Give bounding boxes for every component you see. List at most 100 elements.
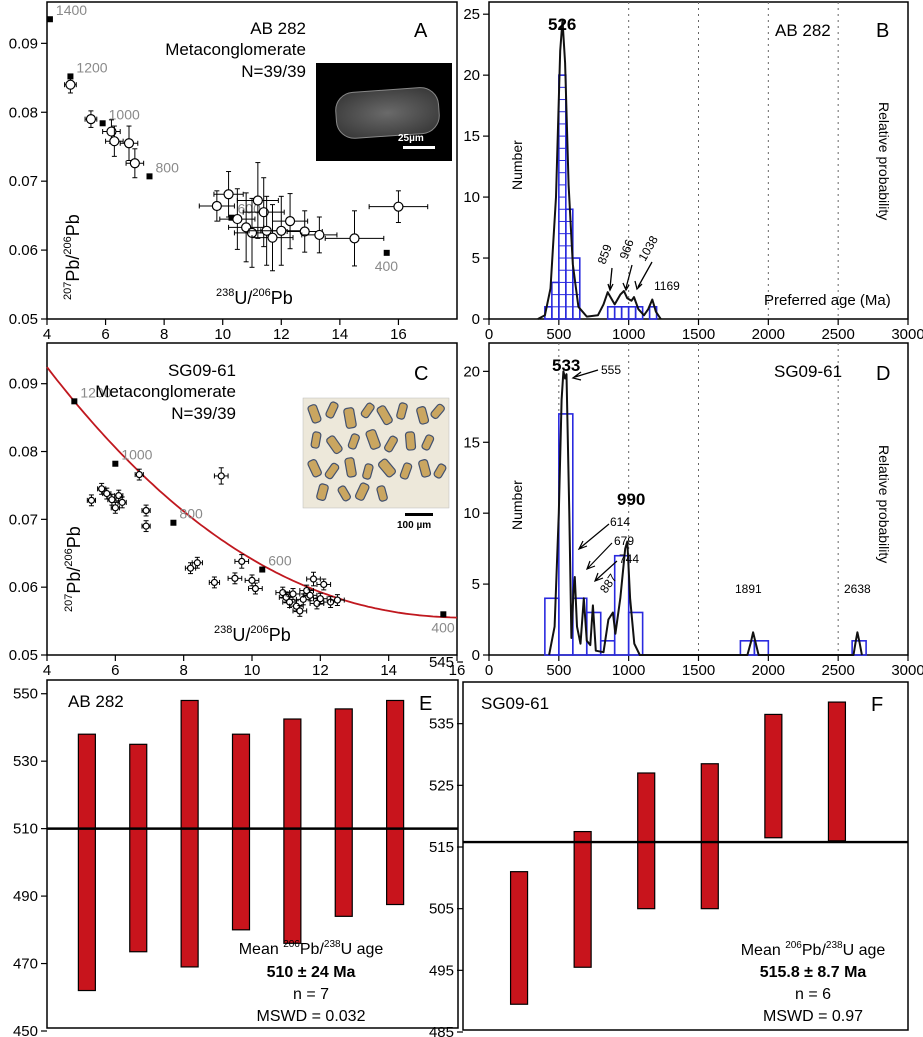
histogram-bar — [544, 597, 560, 656]
panel-d-peak-679: 679 — [614, 534, 634, 548]
data-point — [184, 562, 197, 575]
data-point — [236, 162, 279, 239]
panel-a-letter: A — [414, 20, 428, 42]
data-point-marker — [231, 574, 239, 582]
data-point-marker — [316, 595, 324, 603]
y-tick-label: 0.07 — [9, 511, 38, 528]
data-point — [242, 177, 285, 248]
panel-d-peak-990: 990 — [617, 490, 645, 509]
panel-f-sample: SG09-61 — [481, 694, 549, 713]
y-tick-label: 0.05 — [9, 647, 38, 664]
data-point — [105, 125, 124, 157]
data-point-marker — [320, 580, 328, 589]
data-point-marker — [276, 225, 287, 236]
y-tick-label: 0.05 — [9, 311, 38, 328]
panel-c-rock: Metaconglomerate — [95, 382, 236, 401]
data-point — [208, 576, 221, 589]
data-point — [251, 204, 294, 272]
panel-c-sample: SG09-61 — [168, 361, 236, 380]
y-tick-label: 0 — [472, 647, 480, 664]
panel-a-cl-image: 25µm — [316, 63, 452, 161]
panel-a-count: N=39/39 — [241, 62, 306, 81]
data-point-marker — [349, 233, 360, 244]
panel-b-xlabel: Preferred age (Ma) — [764, 292, 891, 309]
panel-a-ylabel: 207Pb/206Pb — [62, 214, 83, 300]
panel-d-peak-614: 614 — [610, 515, 630, 529]
data-point-marker — [314, 229, 325, 241]
concordia-curve — [46, 366, 458, 619]
data-point-marker — [109, 136, 120, 147]
panel-c: 4 6 8 10 12 14 16 0.05 0.06 0.07 0.08 0.09 1200 1000 8… — [9, 342, 466, 679]
histogram-bar — [551, 281, 560, 320]
data-point — [330, 594, 345, 606]
age-error-box — [283, 718, 302, 944]
data-point-marker — [87, 496, 96, 504]
data-point — [248, 582, 263, 595]
x-tick-label: 1500 — [682, 326, 715, 343]
data-point — [110, 501, 120, 514]
panel-c-scalebar-line — [405, 513, 433, 516]
data-point-marker — [333, 596, 342, 604]
panel-f-age: 515.8 ± 8.7 Ma — [760, 964, 867, 981]
panel-c-scalebar: 100 µm — [397, 520, 431, 531]
panel-e: 450 470 490 510 530 550 E AB 282 Mean 206Pb/2… — [13, 679, 459, 1037]
y-tick-label: 495 — [429, 962, 454, 979]
y-tick-label: 20 — [463, 363, 480, 380]
panel-b-ylabel-right: Relative probability — [876, 102, 892, 220]
y-tick-label: 25 — [463, 6, 480, 23]
data-point-marker — [118, 498, 126, 506]
y-tick-label: 0.09 — [9, 376, 38, 393]
panel-a: 4 6 8 10 12 14 16 0.05 0.06 0.07 0.08 0.09 1400 1200 1… — [9, 1, 458, 343]
x-tick-label: 0 — [485, 326, 493, 343]
y-tick-label: 510 — [13, 821, 38, 838]
data-point — [324, 210, 385, 267]
y-tick-label: 515 — [429, 839, 454, 856]
concordia-marker-label: 1200 — [80, 384, 111, 400]
panel-a-rock: Metaconglomerate — [165, 40, 306, 59]
histogram-bar — [613, 554, 630, 656]
age-error-box — [637, 772, 656, 910]
panel-f-mean-label: Mean 206Pb/238U age — [741, 940, 886, 959]
panel-a-scalebar: 25µm — [398, 133, 424, 144]
panel-f: 485 495 505 515 525 535 545 F SG09-61 Mean 206… — [429, 654, 909, 1037]
data-point-marker — [186, 564, 195, 572]
data-point-marker — [108, 496, 116, 504]
y-tick-label: 10 — [463, 189, 480, 206]
data-point — [141, 520, 151, 533]
panel-e-mean-label: Mean 206Pb/238U age — [239, 939, 384, 958]
data-point-marker — [123, 138, 135, 149]
panel-a-frame — [46, 1, 458, 320]
data-point — [292, 604, 308, 617]
data-point — [117, 496, 127, 509]
panel-d-peak-1891: 1891 — [735, 582, 762, 596]
age-error-box — [77, 733, 96, 992]
data-point-marker — [135, 470, 143, 479]
data-point-marker — [248, 576, 256, 584]
histogram-bar — [571, 257, 581, 320]
x-tick-label: 14 — [380, 662, 397, 679]
x-tick-label: 16 — [449, 662, 466, 679]
data-point-marker — [65, 79, 76, 90]
data-point-marker — [393, 201, 404, 212]
y-tick-label: 15 — [463, 434, 480, 451]
panel-b-peak-966: 966 — [617, 237, 637, 261]
concordia-marker-label: 1200 — [76, 59, 107, 75]
panel-b-peak-1169: 1169 — [654, 279, 680, 293]
y-tick-label: 470 — [13, 956, 38, 973]
x-tick-label: 1000 — [612, 662, 645, 679]
panel-f-frame — [462, 681, 909, 1031]
panel-c-letter: C — [414, 363, 428, 385]
y-tick-label: 0.08 — [9, 444, 38, 461]
panel-a-xlabel: 238U/206Pb — [216, 287, 293, 308]
concordia-marker — [228, 214, 235, 221]
panel-e-letter: E — [419, 693, 432, 715]
concordia-marker-label: 400 — [375, 258, 399, 274]
concordia-marker — [170, 519, 177, 526]
x-tick-label: 2000 — [752, 326, 785, 343]
age-error-box — [129, 743, 148, 953]
x-tick-label: 16 — [390, 326, 407, 343]
age-error-box — [386, 699, 405, 906]
histogram-bar — [613, 306, 623, 320]
data-point-marker — [267, 232, 278, 243]
